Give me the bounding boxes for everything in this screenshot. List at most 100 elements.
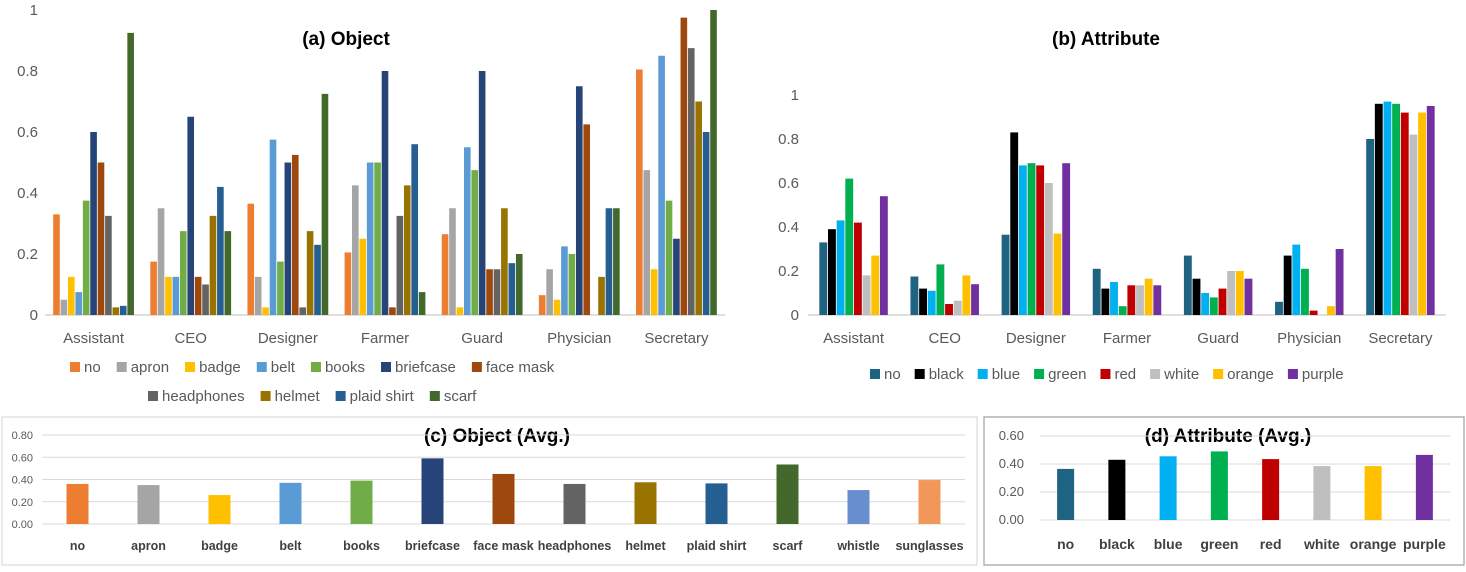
- y-tick-label: 1: [791, 87, 799, 104]
- x-tick-label: scarf: [773, 539, 804, 553]
- bar-no: [1057, 468, 1075, 520]
- legend-label: apron: [131, 359, 169, 376]
- bar-purple: [1415, 454, 1433, 520]
- x-tick-label: plaid shirt: [687, 539, 748, 553]
- bar-plaid-shirt: [217, 186, 224, 315]
- x-tick-label: briefcase: [405, 539, 460, 553]
- bar-black: [1192, 278, 1201, 315]
- y-tick-label: 0.8: [778, 131, 799, 148]
- bar-white: [862, 275, 871, 315]
- bar-black: [1283, 255, 1292, 315]
- bar-belt: [279, 482, 302, 524]
- legend-label: face mask: [486, 359, 555, 376]
- bar-black: [919, 288, 927, 315]
- bar-white: [1313, 466, 1331, 520]
- bar-briefcase: [187, 116, 195, 315]
- bar-blue: [1201, 293, 1210, 315]
- y-tick-label: 0.40: [12, 475, 33, 487]
- x-tick-label: purple: [1403, 536, 1446, 552]
- legend-label: orange: [1227, 366, 1274, 383]
- bar-plaid-shirt: [508, 263, 516, 315]
- bar-headphones: [687, 48, 695, 315]
- legend-label: red: [1114, 366, 1136, 383]
- bar-badge: [456, 307, 464, 315]
- bar-red: [945, 304, 953, 315]
- bar-black: [1101, 288, 1110, 315]
- bar-belt: [463, 147, 471, 315]
- bar-helmet: [209, 215, 217, 315]
- bar-scarf: [613, 208, 620, 315]
- bar-apron: [157, 208, 165, 315]
- legend-swatch: [260, 391, 271, 401]
- x-tick-label: Physician: [547, 330, 611, 347]
- panel-object-avg: (c) Object (Avg.) 0.00 0.20 0.40 0.60 0.80 no…: [12, 426, 965, 553]
- legend-swatch: [148, 391, 158, 401]
- bar-no: [53, 214, 60, 315]
- bar-helmet: [598, 276, 605, 315]
- bar-books: [471, 170, 479, 315]
- bar-books: [277, 261, 284, 315]
- legend-swatch: [1100, 369, 1111, 379]
- bar-apron: [546, 269, 553, 315]
- legend-label: belt: [271, 359, 296, 376]
- legend-swatch: [335, 391, 346, 401]
- bar-blue: [1018, 165, 1027, 315]
- x-tick-label: Guard: [461, 330, 503, 347]
- bar-green: [1118, 306, 1127, 315]
- bar-no: [636, 69, 643, 315]
- x-tick-label: no: [70, 539, 86, 553]
- bar-no: [1183, 255, 1192, 315]
- bar-red: [1262, 459, 1280, 520]
- bar-headphones: [563, 483, 586, 524]
- y-tick-label: 0.4: [778, 219, 799, 236]
- bar-apron: [352, 185, 359, 315]
- bar-red: [853, 222, 862, 315]
- y-tick-label: 0.00: [12, 519, 33, 531]
- bar-orange: [1418, 112, 1427, 315]
- legend-label: white: [1163, 366, 1199, 383]
- bar-white: [1044, 183, 1053, 315]
- y-tick-label: 0.20: [12, 497, 33, 509]
- y-tick-label: 0.2: [778, 263, 799, 280]
- legend-label: no: [884, 366, 901, 383]
- bar-helmet: [501, 208, 508, 315]
- bar-badge: [262, 307, 269, 315]
- panel-border: [983, 416, 1465, 566]
- bar-plaid-shirt: [314, 244, 321, 315]
- bar-red: [1127, 285, 1136, 315]
- bar-face-mask: [486, 269, 493, 315]
- x-tick-label: Farmer: [1103, 330, 1151, 347]
- legend-swatch: [429, 391, 440, 401]
- bar-scarf: [710, 10, 717, 315]
- bar-orange: [871, 255, 880, 315]
- bar-purple: [1153, 285, 1162, 315]
- bar-no: [344, 252, 352, 315]
- bar-briefcase: [673, 238, 680, 315]
- x-tick-label: Physician: [1277, 330, 1341, 347]
- legend-swatch: [70, 362, 80, 372]
- bar-no: [1092, 268, 1101, 315]
- x-tick-label: blue: [1154, 536, 1183, 552]
- x-tick-label: no: [1057, 536, 1074, 552]
- bar-badge: [553, 299, 561, 315]
- bar-no: [247, 203, 255, 315]
- legend-label: badge: [199, 359, 241, 376]
- bar-books: [374, 162, 381, 315]
- bar-scarf: [515, 254, 523, 315]
- x-tick-label: Secretary: [1368, 330, 1433, 347]
- bar-black: [1374, 103, 1383, 315]
- legend-swatch: [1213, 369, 1224, 379]
- x-tick-label: Designer: [1006, 330, 1066, 347]
- bar-badge: [650, 269, 658, 315]
- bar-white: [1409, 134, 1418, 315]
- y-tick-label: 0.6: [778, 175, 799, 192]
- y-tick-label: 0.80: [12, 430, 33, 442]
- x-tick-label: orange: [1350, 536, 1397, 552]
- legend-swatch: [381, 362, 391, 372]
- bar-badge: [165, 276, 172, 315]
- bar-belt: [658, 55, 665, 315]
- bar-blue: [836, 220, 845, 315]
- bar-briefcase: [381, 71, 389, 315]
- bar-whistle: [847, 490, 870, 524]
- bar-belt: [561, 246, 568, 315]
